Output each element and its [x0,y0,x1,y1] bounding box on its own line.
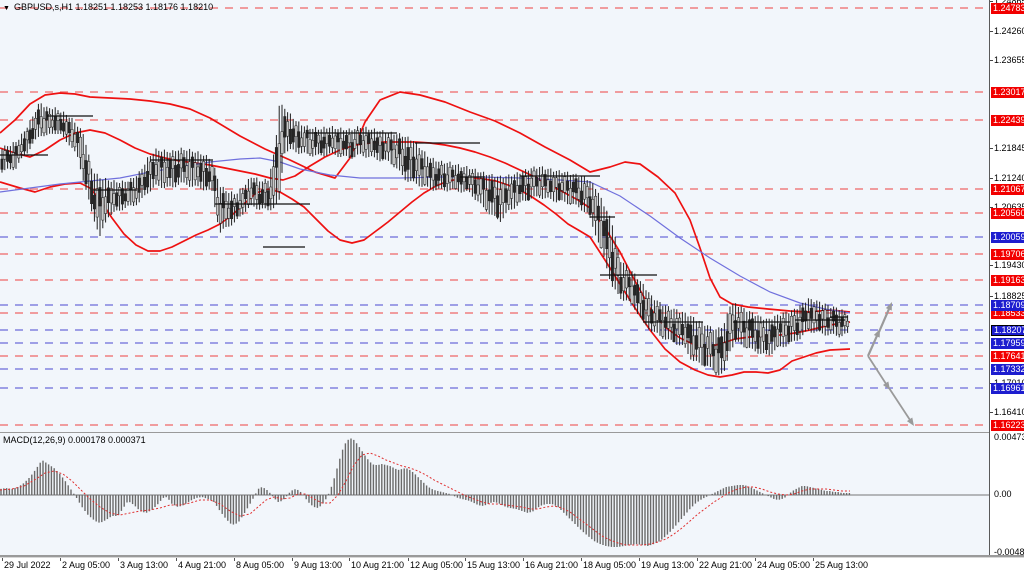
chart-title-text: GBPUSD,s,H1 1.18251 1.18253 1.18176 1.18… [13,2,214,12]
time-axis-label: 24 Aug 05:00 [757,560,811,570]
time-axis-tick-mark [349,558,350,561]
time-axis-tick-mark [118,558,119,561]
price-axis-tick-mark [990,1,993,2]
time-axis-label: 18 Aug 05:00 [583,560,637,570]
price-axis-tick: 1.21240 [994,173,1024,183]
price-axis-tick-mark [990,207,993,208]
time-axis-label: 12 Aug 05:00 [410,560,464,570]
time-axis-tick-mark [465,558,466,561]
forecast-arrow[interactable] [877,306,892,333]
forecast-arrowhead [885,302,892,311]
bollinger-lower-band [0,177,851,378]
resistance-price-label: 1.17641 [991,351,1024,362]
time-axis-tick-mark [2,558,3,561]
price-axis-tick-mark [990,265,993,266]
support-price-label: 1.17332 [991,364,1024,375]
macd-histogram [0,438,851,547]
time-axis-label: 9 Aug 13:00 [294,560,343,570]
macd-scale-max: 0.004738 [994,432,1024,442]
time-axis-tick-mark [581,558,582,561]
time-axis-tick-mark [292,558,293,561]
time-axis-label: 2 Aug 05:00 [62,560,111,570]
support-price-label: 1.18709 [991,300,1024,311]
resistance-price-label: 1.23017 [991,87,1024,98]
time-axis-label: 8 Aug 05:00 [236,560,285,570]
forecast-arrow[interactable] [867,355,889,387]
time-axis-tick-mark [697,558,698,561]
time-axis-label: 3 Aug 13:00 [120,560,169,570]
current-price-label: 1.18207 [991,325,1024,336]
time-axis[interactable]: 29 Jul 2022 2 Aug 05:00 3 Aug 13:00 4 Aug 2… [0,558,1024,573]
bollinger-upper-band [0,91,851,313]
time-axis-tick-mark [639,558,640,561]
time-axis-tick-mark [60,558,61,561]
resistance-price-label: 1.21067 [991,184,1024,195]
price-axis-tick: 1.19430 [994,260,1024,270]
forecast-arrowhead [906,417,914,426]
price-axis[interactable]: 1.248651.242601.236551.218451.212401.206… [989,0,1024,556]
resistance-price-label: 1.20560 [991,208,1024,219]
chart-background [0,0,989,432]
resistance-price-label: 1.16223 [991,420,1024,431]
price-chart-area[interactable]: ▼ GBPUSD,s,H1 1.18251 1.18253 1.18176 1.1… [0,0,989,432]
price-axis-tick: 1.16410 [994,407,1024,417]
resistance-price-label: 1.18533 [991,308,1024,319]
price-axis-tick-mark [990,60,993,61]
time-axis-label: 25 Aug 13:00 [815,560,869,570]
price-axis-tick-mark [990,296,993,297]
macd-scale-min: -0.004889 [994,547,1024,556]
time-axis-tick-mark [813,558,814,561]
resistance-price-label: 1.19706 [991,249,1024,260]
macd-scale-zero: 0.00 [994,489,1012,499]
forecast-arrow[interactable] [888,387,913,423]
price-axis-tick-mark [990,148,993,149]
panel-separator [0,555,1024,558]
price-axis-tick: 1.18825 [994,291,1024,301]
time-axis-label: 10 Aug 21:00 [351,560,405,570]
resistance-price-label: 1.24783 [991,3,1024,14]
support-price-label: 1.16961 [991,383,1024,394]
resistance-price-label: 1.19163 [991,275,1024,286]
price-axis-tick-mark [990,31,993,32]
time-axis-label: 19 Aug 13:00 [641,560,695,570]
price-axis-tick-mark [990,412,993,413]
time-axis-label: 29 Jul 2022 [4,560,51,570]
time-axis-tick-mark [408,558,409,561]
time-axis-label: 16 Aug 21:00 [525,560,579,570]
forecast-arrow[interactable] [866,333,879,357]
price-chart-canvas[interactable] [0,0,989,432]
support-price-label: 1.20059 [991,232,1024,243]
resistance-price-label: 1.22439 [991,115,1024,126]
price-axis-tick: 1.24260 [994,26,1024,36]
price-axis-tick: 1.23655 [994,55,1024,65]
time-axis-label: 4 Aug 21:00 [178,560,227,570]
macd-panel[interactable]: MACD(12,26,9) 0.000178 0.000371 [0,432,989,555]
moving-average-line [0,157,851,314]
price-axis-tick: 1.20635 [994,202,1024,212]
time-axis-label: 22 Aug 21:00 [699,560,753,570]
forecast-arrowhead [882,381,890,390]
time-axis-tick-mark [176,558,177,561]
time-axis-tick-mark [523,558,524,561]
symbol-dropdown-icon[interactable]: ▼ [3,5,10,12]
time-axis-tick-mark [755,558,756,561]
price-axis-tick: 1.21845 [994,143,1024,153]
macd-canvas[interactable] [0,433,989,555]
support-price-label: 1.17959 [991,338,1024,349]
time-axis-label: 15 Aug 13:00 [467,560,521,570]
price-axis-tick-mark [990,178,993,179]
time-axis-tick-mark [234,558,235,561]
macd-indicator-label: MACD(12,26,9) 0.000178 0.000371 [3,435,146,445]
chart-title-bar: ▼ GBPUSD,s,H1 1.18251 1.18253 1.18176 1.1… [3,2,213,12]
